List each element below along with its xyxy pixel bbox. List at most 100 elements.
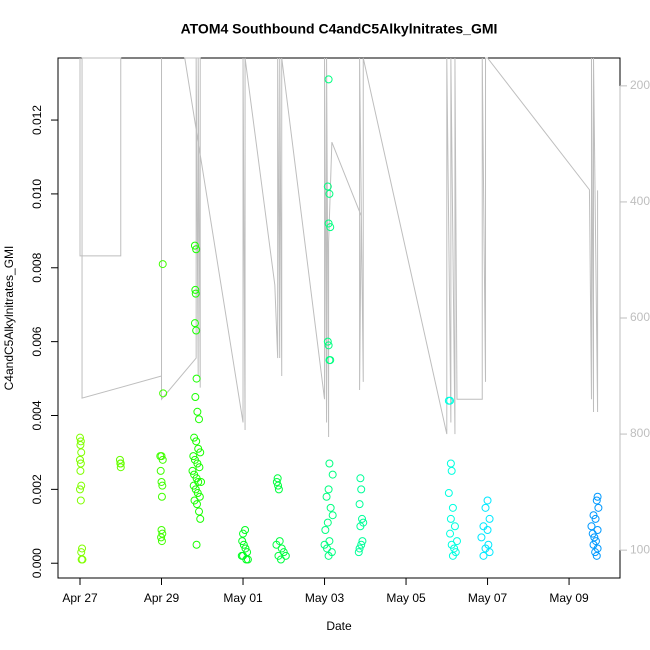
- data-point: [448, 551, 457, 560]
- data-point: [190, 241, 199, 250]
- y2-tick-label: 200: [630, 78, 650, 92]
- data-point: [447, 466, 456, 475]
- data-point: [326, 503, 335, 512]
- data-point: [157, 537, 166, 546]
- data-point: [195, 415, 204, 424]
- data-point: [479, 522, 488, 531]
- data-point: [238, 537, 247, 546]
- data-point: [324, 551, 333, 560]
- data-point: [358, 514, 367, 523]
- data-point: [483, 496, 492, 505]
- data-point: [324, 219, 333, 228]
- y-tick-label: 0.008: [30, 252, 44, 282]
- data-point: [326, 356, 335, 365]
- data-point: [446, 459, 455, 468]
- data-point: [241, 544, 250, 553]
- data-point: [446, 396, 455, 405]
- y2-tick-label: 400: [630, 194, 650, 208]
- data-point: [239, 540, 248, 549]
- data-point: [192, 540, 201, 549]
- data-point: [192, 245, 201, 254]
- data-point: [78, 555, 87, 564]
- data-point: [76, 496, 85, 505]
- data-point: [193, 407, 202, 416]
- y-tick-label: 0.012: [30, 105, 44, 135]
- data-point: [593, 492, 602, 501]
- data-point: [324, 341, 333, 350]
- data-point: [324, 75, 333, 84]
- data-point: [157, 452, 166, 461]
- data-point: [276, 555, 285, 564]
- data-point: [274, 485, 283, 494]
- data-point: [76, 437, 85, 446]
- data-point: [274, 481, 283, 490]
- data-point: [77, 481, 86, 490]
- data-point: [116, 459, 125, 468]
- data-point: [450, 544, 459, 553]
- data-point: [321, 525, 330, 534]
- data-point: [158, 260, 167, 269]
- data-point: [76, 485, 85, 494]
- data-point: [479, 551, 488, 560]
- data-point: [588, 529, 597, 538]
- y-tick-label: 0.010: [30, 179, 44, 209]
- data-point: [591, 548, 600, 557]
- data-point: [76, 466, 85, 475]
- data-point: [323, 182, 332, 191]
- data-point: [357, 485, 366, 494]
- data-point: [195, 492, 204, 501]
- data-point: [197, 477, 206, 486]
- data-point: [594, 503, 603, 512]
- data-point: [76, 455, 85, 464]
- data-point: [192, 374, 201, 383]
- y2-tick-label: 600: [630, 310, 650, 324]
- data-point: [196, 514, 205, 523]
- data-point: [357, 540, 366, 549]
- data-point: [485, 514, 494, 523]
- data-point: [192, 326, 201, 335]
- data-point: [196, 448, 205, 457]
- data-point: [192, 500, 201, 509]
- data-point: [355, 500, 364, 509]
- data-point: [188, 466, 197, 475]
- data-point: [158, 481, 167, 490]
- data-point: [158, 455, 167, 464]
- data-point: [190, 319, 199, 328]
- data-point: [78, 544, 87, 553]
- chart-title: ATOM4 Southbound C4andC5Alkylnitrates_GM…: [181, 21, 498, 37]
- y-tick-label: 0.002: [30, 474, 44, 504]
- data-point: [195, 463, 204, 472]
- data-point: [272, 477, 281, 486]
- data-point: [323, 518, 332, 527]
- plot-box: [57, 57, 621, 579]
- data-point: [328, 511, 337, 520]
- data-point: [195, 507, 204, 516]
- data-point: [355, 544, 364, 553]
- y-axis-label: C4andC5Alkylnitrates_GMI: [2, 246, 16, 391]
- data-point: [157, 533, 166, 542]
- data-point: [592, 551, 601, 560]
- pressure-line: [79, 57, 599, 437]
- data-point: [448, 503, 457, 512]
- data-point: [354, 548, 363, 557]
- data-point: [325, 189, 334, 198]
- data-point: [157, 492, 166, 501]
- data-point: [323, 337, 332, 346]
- data-point: [192, 437, 201, 446]
- data-point: [587, 522, 596, 531]
- data-point: [483, 525, 492, 534]
- data-point: [191, 393, 200, 402]
- data-point: [325, 459, 334, 468]
- data-point: [485, 548, 494, 557]
- x-tick-label: May 09: [549, 591, 589, 605]
- data-point: [322, 492, 331, 501]
- y-tick-label: 0.000: [30, 548, 44, 578]
- data-point: [356, 474, 365, 483]
- data-point: [77, 448, 86, 457]
- data-point: [157, 477, 166, 486]
- x-tick-label: May 07: [468, 591, 508, 605]
- y2-tick-label: 1000: [630, 542, 650, 556]
- data-point: [156, 466, 165, 475]
- x-axis-label: Date: [326, 619, 352, 633]
